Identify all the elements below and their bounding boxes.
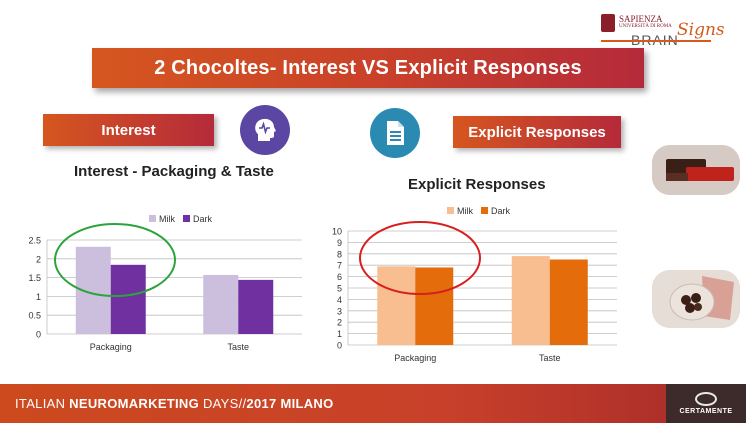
y-tick-label: 10	[332, 227, 342, 237]
sapienza-text: SAPIENZA UNIVERSITÀ DI ROMA	[619, 14, 672, 30]
y-tick-label: 2.5	[28, 236, 41, 246]
y-tick-label: 0.5	[28, 311, 41, 321]
interest-label: Interest	[101, 121, 156, 139]
title-banner: 2 Chocoltes- Interest VS Explicit Respon…	[92, 48, 644, 88]
legend-swatch-dark	[481, 207, 488, 214]
brainsigns-logo: SAPIENZA UNIVERSITÀ DI ROMA BRAIN Signs	[597, 10, 737, 50]
y-tick-label: 2	[36, 254, 41, 264]
footer-bar: ITALIAN NEUROMARKETING DAYS//2017 MILANO	[0, 384, 746, 423]
y-tick-label: 1	[337, 329, 342, 339]
legend-label-milk: Milk	[457, 206, 473, 216]
document-icon	[370, 108, 420, 158]
legend-swatch-milk	[447, 207, 454, 214]
y-tick-label: 0	[337, 341, 342, 351]
highlight-ellipse	[359, 221, 481, 295]
bar-dark-taste	[549, 259, 588, 345]
y-tick-label: 9	[337, 238, 342, 248]
footer-text-part4: 2017 MILANO	[246, 396, 334, 411]
sapienza-line1: SAPIENZA	[619, 14, 663, 24]
y-tick-label: 5	[337, 284, 342, 294]
certamente-logo: CERTAMENTE	[666, 384, 746, 423]
footer-text-part2: NEUROMARKETING	[69, 396, 200, 411]
footer-event-text: ITALIAN NEUROMARKETING DAYS//2017 MILANO	[15, 396, 334, 411]
y-tick-label: 4	[337, 295, 342, 305]
explicit-chart-subtitle: Explicit Responses	[408, 176, 546, 193]
logo-underline	[601, 40, 711, 42]
x-tick-label: Taste	[539, 353, 561, 363]
bar-milk-taste	[511, 256, 550, 345]
x-tick-label: Packaging	[90, 342, 132, 352]
bar-milk-taste	[203, 274, 239, 334]
y-tick-label: 8	[337, 249, 342, 259]
page-title: 2 Chocoltes- Interest VS Explicit Respon…	[154, 56, 582, 79]
y-tick-label: 7	[337, 261, 342, 271]
legend-label-dark: Dark	[193, 214, 213, 224]
certamente-ring-icon	[695, 392, 717, 406]
y-tick-label: 6	[337, 272, 342, 282]
y-tick-label: 1	[36, 292, 41, 302]
explicit-label: Explicit Responses	[468, 123, 606, 141]
explicit-label-box: Explicit Responses	[453, 116, 621, 148]
legend-label-dark: Dark	[491, 206, 511, 216]
legend-swatch-dark	[183, 215, 190, 222]
bar-dark-packaging	[415, 267, 454, 345]
highlight-ellipse	[54, 223, 176, 297]
interest-label-box: Interest	[43, 114, 214, 146]
signs-text: Signs	[677, 20, 725, 40]
bar-dark-packaging	[110, 264, 146, 334]
bar-milk-packaging	[377, 266, 416, 345]
x-tick-label: Packaging	[394, 353, 436, 363]
y-tick-label: 1.5	[28, 273, 41, 283]
dark-chocolate-photo	[652, 145, 740, 195]
x-tick-label: Taste	[227, 342, 249, 352]
legend-label-milk: Milk	[159, 214, 175, 224]
interest-bar-chart: 0 0.5 1 1.5 2 2.5 Packaging Taste Milk Dark	[28, 214, 302, 352]
legend-swatch-milk	[149, 215, 156, 222]
y-tick-label: 3	[337, 306, 342, 316]
interest-chart-subtitle: Interest - Packaging & Taste	[74, 163, 274, 180]
y-tick-label: 0	[36, 330, 41, 340]
y-tick-label: 2	[337, 318, 342, 328]
sapienza-line2: UNIVERSITÀ DI ROMA	[619, 24, 672, 29]
bar-dark-taste	[238, 279, 274, 334]
sapienza-seal-icon	[601, 14, 615, 32]
footer-text-part1: ITALIAN	[15, 396, 70, 411]
footer-text-part3: DAYS//	[199, 396, 247, 411]
brain-head-icon	[240, 105, 290, 155]
certamente-text: CERTAMENTE	[679, 408, 733, 415]
milk-chocolate-photo	[652, 270, 740, 328]
